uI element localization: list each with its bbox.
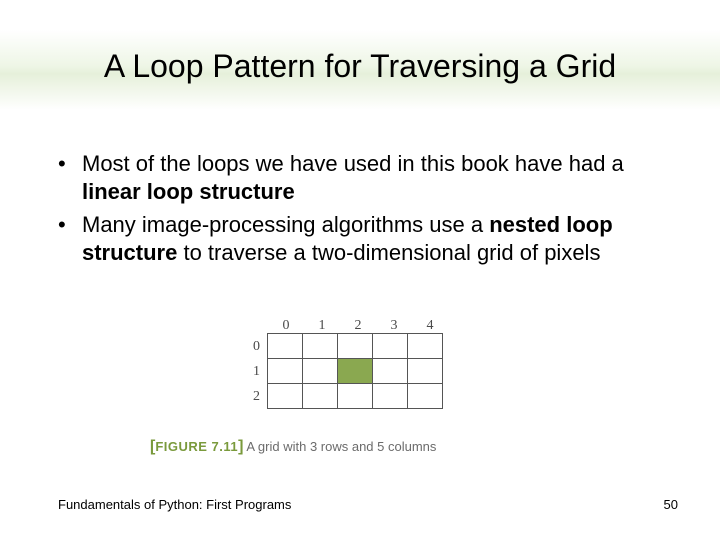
bullet-item: Most of the loops we have used in this b… [58,150,668,205]
bullet-text-post: to traverse a two-dimensional grid of pi… [177,240,600,265]
page-title: A Loop Pattern for Traversing a Grid [0,48,720,85]
grid-cell [302,383,338,409]
grid-cell [337,358,373,384]
grid-row: 2 [240,384,570,409]
footer-page-number: 50 [664,497,678,512]
grid-cell [372,383,408,409]
bullet-text-bold: linear loop structure [82,179,295,204]
grid-col-label: 2 [340,318,376,334]
bullet-text-pre: Many image-processing algorithms use a [82,212,489,237]
caption-text: A grid with 3 rows and 5 columns [243,439,436,454]
grid-col-labels: 0 1 2 3 4 [268,318,570,334]
grid-cell [407,333,443,359]
footer-left: Fundamentals of Python: First Programs [58,497,291,512]
grid-cell [267,358,303,384]
grid-cells [268,334,443,359]
grid-row-label: 1 [240,364,268,380]
grid-cells [268,359,443,384]
caption-label: FIGURE 7.11 [155,439,238,454]
grid-cells [268,384,443,409]
bullet-text-pre: Most of the loops we have used in this b… [82,151,624,176]
grid-cell [372,358,408,384]
grid-cell [302,358,338,384]
grid-row: 0 [240,334,570,359]
grid-cell [407,358,443,384]
grid-col-label: 3 [376,318,412,334]
grid-col-label: 4 [412,318,448,334]
grid-col-label: 0 [268,318,304,334]
grid-cell [337,333,373,359]
bullet-list: Most of the loops we have used in this b… [58,150,668,272]
grid-cell [302,333,338,359]
grid-figure: 0 1 2 3 4 012 [150,318,570,409]
figure-caption: [FIGURE 7.11] A grid with 3 rows and 5 c… [150,438,436,456]
grid-row-label: 2 [240,389,268,405]
grid-cell [372,333,408,359]
grid-rows: 0 1 2 [240,334,570,409]
grid-cell [337,383,373,409]
grid-col-label: 1 [304,318,340,334]
grid-row: 1 [240,359,570,384]
bullet-item: Many image-processing algorithms use a n… [58,211,668,266]
grid-wrap: 0 1 2 3 4 012 [240,318,570,409]
grid-row-label: 0 [240,339,268,355]
grid-cell [407,383,443,409]
grid-cell [267,383,303,409]
grid-cell [267,333,303,359]
